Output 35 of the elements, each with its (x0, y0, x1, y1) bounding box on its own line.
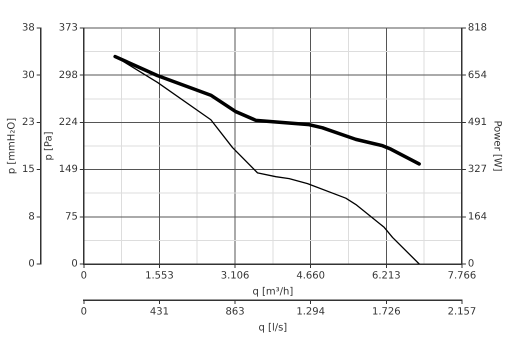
x-axis-title: q [m³/h] (252, 286, 294, 298)
x-tick-label: 6.213 (372, 270, 401, 282)
y3-tick-label: 30 (22, 70, 35, 81)
x2-tick-label: 2.157 (448, 306, 476, 318)
y2-tick-label: 164 (468, 211, 488, 222)
y-tick-label: 224 (58, 116, 78, 128)
x2-tick-label: 863 (226, 306, 245, 318)
y2-tick-label: 491 (468, 116, 488, 128)
y3-tick-label: 23 (22, 116, 35, 128)
y-tick-label: 298 (58, 70, 78, 81)
y-tick-label: 0 (71, 258, 78, 270)
x2-tick-label: 1.726 (372, 306, 401, 318)
y2-tick-label: 818 (468, 22, 488, 34)
x2-tick-label: 1.294 (296, 306, 325, 318)
y3-axis-title: p [mmH₂O] (6, 118, 18, 174)
y-tick-label: 75 (65, 211, 78, 222)
x-tick-label: 4.660 (296, 270, 325, 282)
y3-tick-label: 15 (22, 164, 35, 176)
y-tick-label: 373 (58, 22, 78, 34)
x-tick-label: 7.766 (448, 270, 476, 282)
y-axis-title: p [Pa] (43, 131, 54, 161)
y3-tick-label: 0 (28, 258, 35, 270)
y2-tick-label: 0 (468, 258, 474, 270)
x2-axis-title: q [l/s] (258, 322, 288, 334)
x-tick-label: 3.106 (220, 270, 250, 282)
x2-tick-label: 0 (80, 306, 87, 318)
y3-tick-label: 38 (22, 22, 35, 34)
y2-axis-title: Power [W] (491, 120, 502, 172)
y-tick-label: 149 (58, 164, 78, 176)
x-tick-label: 1.553 (145, 270, 174, 282)
y2-tick-label: 654 (468, 70, 488, 81)
x-tick-label: 0 (80, 270, 87, 282)
y3-tick-label: 8 (28, 211, 35, 222)
y2-tick-label: 327 (468, 164, 488, 176)
x2-tick-label: 431 (150, 306, 169, 318)
